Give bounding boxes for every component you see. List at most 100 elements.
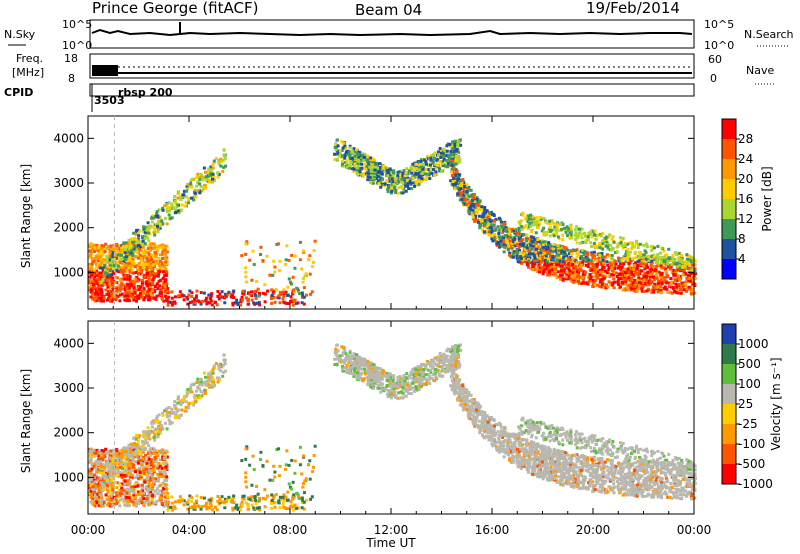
data-cell: [405, 167, 409, 171]
data-cell: [140, 500, 144, 504]
data-cell: [640, 257, 644, 261]
data-cell: [586, 253, 590, 257]
data-cell: [450, 173, 454, 177]
data-cell: [570, 251, 574, 255]
data-cell: [451, 147, 455, 151]
data-cell: [255, 279, 259, 283]
data-cell: [649, 268, 653, 272]
data-cell: [360, 166, 364, 170]
data-cell: [199, 175, 203, 179]
data-cell: [282, 288, 286, 292]
data-cell: [93, 281, 97, 285]
data-cell: [106, 490, 110, 494]
data-cell: [537, 240, 541, 244]
data-cell: [127, 299, 131, 303]
data-cell: [145, 236, 149, 240]
data-cell: [639, 269, 643, 273]
data-cell: [211, 174, 215, 178]
data-cell: [544, 254, 548, 258]
data-cell: [594, 237, 598, 241]
data-cell: [93, 498, 97, 502]
data-cell: [335, 138, 339, 142]
data-cell: [89, 489, 93, 493]
data-cell: [221, 295, 225, 299]
data-cell: [579, 241, 583, 245]
data-cell: [396, 176, 400, 180]
data-cell: [467, 209, 471, 213]
data-cell: [308, 272, 312, 276]
data-cell: [152, 447, 156, 451]
data-cell: [209, 299, 213, 303]
data-cell: [586, 235, 590, 239]
data-cell: [428, 159, 432, 163]
data-cell: [90, 264, 94, 268]
data-cell: [645, 289, 649, 293]
data-cell: [215, 303, 219, 307]
data-cell: [99, 249, 103, 253]
data-cell: [156, 230, 160, 234]
data-cell: [143, 230, 147, 234]
data-cell: [671, 253, 675, 257]
data-cell: [257, 294, 261, 298]
data-cell: [203, 183, 207, 187]
data-cell: [450, 167, 454, 171]
data-cell: [132, 289, 136, 293]
data-cell: [570, 249, 574, 253]
data-cell: [89, 243, 93, 247]
data-cell: [358, 170, 362, 174]
data-cell: [639, 279, 643, 283]
data-cell: [93, 246, 97, 250]
data-cell: [100, 449, 104, 453]
data-cell: [110, 298, 114, 302]
data-cell: [544, 260, 548, 264]
data-cell: [477, 214, 481, 218]
data-cell: [242, 292, 246, 296]
data-cell: [348, 144, 352, 148]
data-cell: [573, 272, 577, 276]
data-cell: [417, 168, 421, 172]
data-cell: [138, 266, 142, 270]
freq-block: [92, 65, 118, 76]
data-cell: [675, 278, 679, 282]
data-cell: [539, 215, 543, 219]
data-cell: [385, 167, 389, 171]
data-cell: [345, 150, 349, 154]
data-cell: [448, 144, 452, 148]
data-cell: [633, 264, 637, 268]
data-cell: [554, 246, 558, 250]
data-cell: [586, 251, 590, 255]
data-cell: [640, 255, 644, 259]
data-cell: [498, 237, 502, 241]
data-cell: [546, 260, 550, 264]
data-cell: [598, 270, 602, 274]
data-cell: [608, 261, 612, 265]
data-cell: [298, 292, 302, 296]
data-cell: [157, 221, 161, 225]
data-cell: [556, 264, 560, 268]
power-heatmap: [88, 138, 697, 307]
data-cell: [586, 238, 590, 242]
data-cell: [590, 253, 594, 257]
data-cell: [159, 483, 163, 487]
data-cell: [281, 297, 285, 301]
data-cell: [162, 299, 166, 303]
data-cell: [188, 301, 192, 305]
data-cell: [601, 277, 605, 281]
data-cell: [137, 469, 141, 473]
data-cell: [119, 456, 123, 460]
data-cell: [93, 291, 97, 295]
data-cell: [224, 294, 228, 298]
data-cell: [253, 290, 257, 294]
data-cell: [622, 244, 626, 248]
data-cell: [495, 240, 499, 244]
data-cell: [125, 290, 129, 294]
data-cell: [301, 280, 305, 284]
data-cell: [628, 279, 632, 283]
data-cell: [551, 250, 555, 254]
data-cell: [452, 176, 456, 180]
data-cell: [118, 494, 122, 498]
data-cell: [462, 194, 466, 198]
data-cell: [250, 278, 254, 282]
data-cell: [95, 448, 99, 452]
